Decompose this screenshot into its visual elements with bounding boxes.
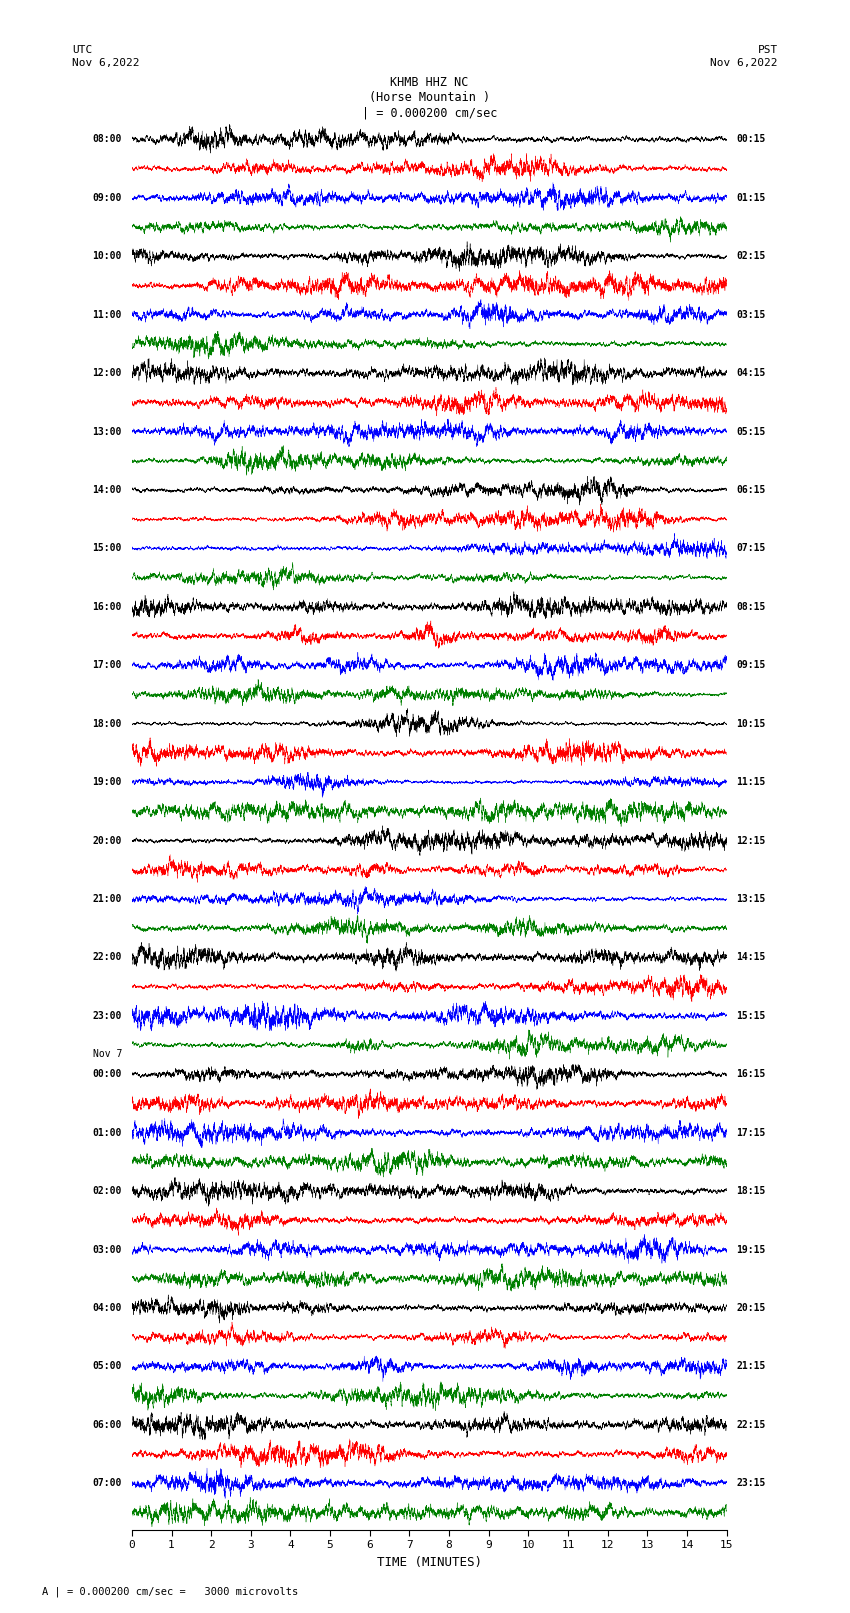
Text: UTC: UTC (72, 45, 93, 55)
Text: 01:15: 01:15 (737, 194, 766, 203)
Text: 11:00: 11:00 (93, 310, 122, 319)
Text: 08:15: 08:15 (737, 602, 766, 611)
Text: A | = 0.000200 cm/sec =   3000 microvolts: A | = 0.000200 cm/sec = 3000 microvolts (42, 1586, 298, 1597)
Text: 06:00: 06:00 (93, 1419, 122, 1429)
Text: 02:00: 02:00 (93, 1186, 122, 1197)
Text: 14:00: 14:00 (93, 486, 122, 495)
Text: 07:00: 07:00 (93, 1478, 122, 1489)
Text: Nov 6,2022: Nov 6,2022 (711, 58, 778, 68)
Text: 04:00: 04:00 (93, 1303, 122, 1313)
Text: 22:00: 22:00 (93, 952, 122, 963)
Text: 10:00: 10:00 (93, 252, 122, 261)
Text: 17:15: 17:15 (737, 1127, 766, 1137)
Text: 07:15: 07:15 (737, 544, 766, 553)
Text: 11:15: 11:15 (737, 777, 766, 787)
X-axis label: TIME (MINUTES): TIME (MINUTES) (377, 1557, 482, 1569)
Text: 03:00: 03:00 (93, 1245, 122, 1255)
Text: 15:15: 15:15 (737, 1011, 766, 1021)
Text: 16:00: 16:00 (93, 602, 122, 611)
Text: 18:00: 18:00 (93, 719, 122, 729)
Text: 15:00: 15:00 (93, 544, 122, 553)
Text: 09:15: 09:15 (737, 660, 766, 671)
Text: 06:15: 06:15 (737, 486, 766, 495)
Text: 23:15: 23:15 (737, 1478, 766, 1489)
Text: Nov 6,2022: Nov 6,2022 (72, 58, 139, 68)
Text: 04:15: 04:15 (737, 368, 766, 377)
Text: 17:00: 17:00 (93, 660, 122, 671)
Text: Nov 7: Nov 7 (93, 1048, 122, 1058)
Text: 05:00: 05:00 (93, 1361, 122, 1371)
Text: 01:00: 01:00 (93, 1127, 122, 1137)
Text: 08:00: 08:00 (93, 134, 122, 145)
Title: KHMB HHZ NC
(Horse Mountain )
| = 0.000200 cm/sec: KHMB HHZ NC (Horse Mountain ) | = 0.0002… (361, 76, 497, 119)
Text: 14:15: 14:15 (737, 952, 766, 963)
Text: PST: PST (757, 45, 778, 55)
Text: 13:15: 13:15 (737, 894, 766, 903)
Text: 21:00: 21:00 (93, 894, 122, 903)
Text: 10:15: 10:15 (737, 719, 766, 729)
Text: 12:15: 12:15 (737, 836, 766, 845)
Text: 21:15: 21:15 (737, 1361, 766, 1371)
Text: 03:15: 03:15 (737, 310, 766, 319)
Text: 05:15: 05:15 (737, 426, 766, 437)
Text: 12:00: 12:00 (93, 368, 122, 377)
Text: 18:15: 18:15 (737, 1186, 766, 1197)
Text: 13:00: 13:00 (93, 426, 122, 437)
Text: 20:00: 20:00 (93, 836, 122, 845)
Text: 02:15: 02:15 (737, 252, 766, 261)
Text: 19:00: 19:00 (93, 777, 122, 787)
Text: 22:15: 22:15 (737, 1419, 766, 1429)
Text: 09:00: 09:00 (93, 194, 122, 203)
Text: 19:15: 19:15 (737, 1245, 766, 1255)
Text: 00:15: 00:15 (737, 134, 766, 145)
Text: 00:00: 00:00 (93, 1069, 122, 1079)
Text: 20:15: 20:15 (737, 1303, 766, 1313)
Text: 16:15: 16:15 (737, 1069, 766, 1079)
Text: 23:00: 23:00 (93, 1011, 122, 1021)
